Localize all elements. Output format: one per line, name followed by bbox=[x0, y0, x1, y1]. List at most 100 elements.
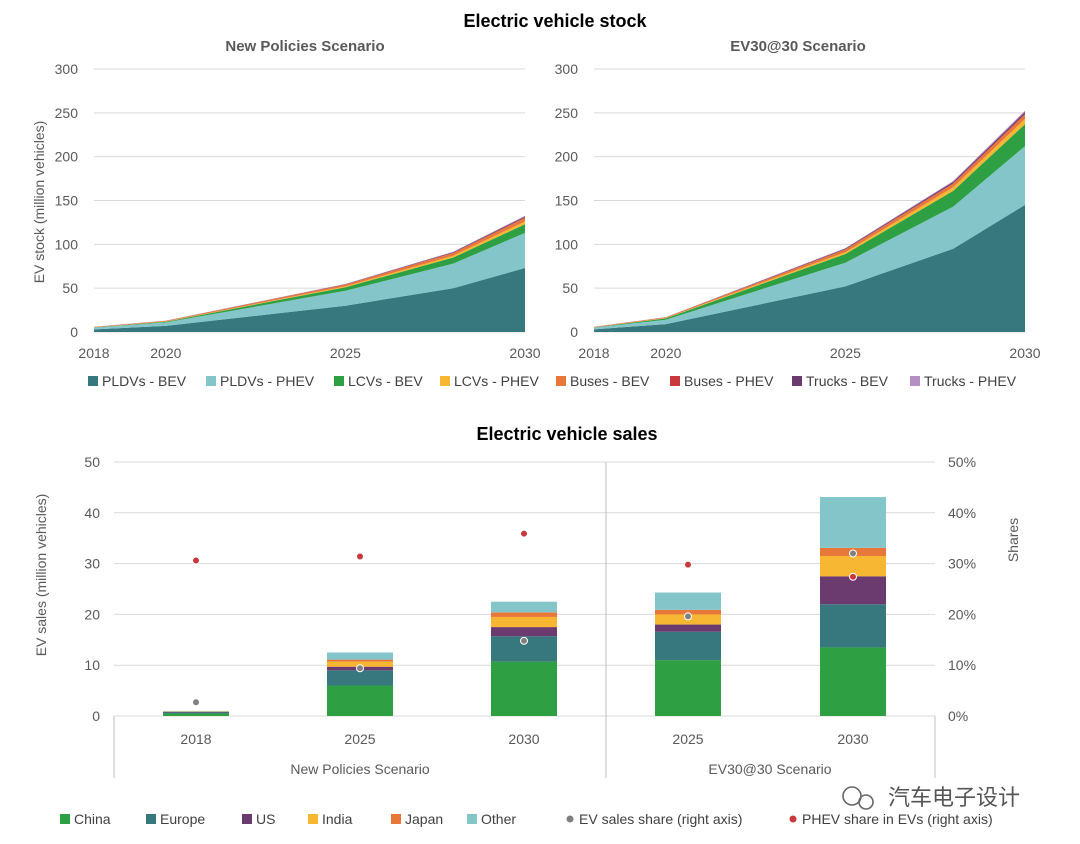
bar-europe bbox=[163, 712, 229, 714]
ev-sales-share-point bbox=[520, 636, 528, 645]
ev-sales-share-point bbox=[849, 549, 857, 558]
stock-right-ytick: 300 bbox=[555, 61, 579, 77]
area-pldvs-phev bbox=[594, 146, 1025, 330]
stock-legend-swatch bbox=[556, 376, 566, 386]
stock-right-chart: 0 50 100 150 200 250 300 2018 2020 2025 2030 bbox=[555, 61, 1041, 361]
phev-share-point bbox=[192, 556, 200, 565]
area-pldvs-phev bbox=[94, 232, 525, 330]
stock-legend-label: Trucks - PHEV bbox=[924, 373, 1017, 389]
area-pldvs-bev bbox=[594, 204, 1025, 332]
bar-india bbox=[491, 616, 557, 628]
stock-legend-label: PLDVs - BEV bbox=[102, 373, 187, 389]
sales-legend-marker bbox=[566, 815, 574, 823]
sales-xtick: 2025 bbox=[672, 731, 703, 747]
sales-legend-label: EV sales share (right axis) bbox=[579, 811, 742, 827]
sales-xtick: 2030 bbox=[837, 731, 868, 747]
bar-japan bbox=[491, 612, 557, 617]
ev-sales-share-point bbox=[684, 612, 692, 621]
stock-left-ytick: 50 bbox=[62, 280, 78, 296]
sales-ytick: 0 bbox=[92, 708, 100, 724]
sales-legend-swatch bbox=[242, 814, 252, 824]
bar-us bbox=[655, 624, 721, 632]
sales-legend-marker bbox=[789, 815, 797, 823]
watermark: 汽车电子设计 bbox=[842, 785, 1020, 810]
sales-group-label: New Policies Scenario bbox=[290, 761, 429, 777]
sales-chart: 0 0% 10 10% 20 20% 30 30% 40 40% 50 50% 2018 2025 2030… bbox=[84, 454, 976, 778]
ev-sales-share-point bbox=[356, 664, 364, 673]
sales-legend-label: India bbox=[322, 811, 353, 827]
bar-us bbox=[163, 711, 229, 713]
sales-title: Electric vehicle sales bbox=[476, 424, 657, 444]
sales-legend-swatch bbox=[308, 814, 318, 824]
stock-right-xtick: 2018 bbox=[578, 345, 609, 361]
sales-legend-swatch bbox=[391, 814, 401, 824]
bar-china bbox=[491, 661, 557, 716]
sales-y2label: Shares bbox=[1005, 518, 1021, 562]
sales-ytick: 50 bbox=[84, 454, 100, 470]
stock-legend-swatch bbox=[206, 376, 216, 386]
bar-india bbox=[327, 661, 393, 667]
sales-y2tick: 10% bbox=[948, 657, 976, 673]
sales-legend: China Europe US India Japan Other EV sales sha… bbox=[60, 811, 993, 827]
sales-xtick: 2025 bbox=[344, 731, 375, 747]
stock-legend-swatch bbox=[440, 376, 450, 386]
stock-legend-label: Buses - PHEV bbox=[684, 373, 774, 389]
area-pldvs-bev bbox=[94, 268, 525, 332]
stock-right-xtick: 2030 bbox=[1009, 345, 1040, 361]
stock-left-ytick: 300 bbox=[55, 61, 79, 77]
stock-right-ytick: 0 bbox=[570, 324, 578, 340]
stock-legend-swatch bbox=[792, 376, 802, 386]
sales-y2tick: 40% bbox=[948, 505, 976, 521]
sales-legend-label: China bbox=[74, 811, 111, 827]
sales-y2tick: 20% bbox=[948, 606, 976, 622]
stock-legend-swatch bbox=[670, 376, 680, 386]
phev-share-point bbox=[520, 529, 528, 538]
stock-right-ytick: 200 bbox=[555, 149, 579, 165]
bar-japan bbox=[327, 659, 393, 662]
sales-legend-label: PHEV share in EVs (right axis) bbox=[802, 811, 993, 827]
sales-legend-swatch bbox=[467, 814, 477, 824]
stock-legend-label: Trucks - BEV bbox=[806, 373, 889, 389]
sales-y2tick: 30% bbox=[948, 556, 976, 572]
stock-left-ytick: 250 bbox=[55, 105, 79, 121]
stock-legend-swatch bbox=[334, 376, 344, 386]
bar-china bbox=[655, 660, 721, 716]
stock-right-xtick: 2025 bbox=[830, 345, 861, 361]
bar-china bbox=[327, 685, 393, 716]
stock-left-xtick: 2018 bbox=[78, 345, 109, 361]
sales-y2tick: 50% bbox=[948, 454, 976, 470]
stock-left-ytick: 200 bbox=[55, 149, 79, 165]
sales-legend-label: Other bbox=[481, 811, 516, 827]
sales-ylabel: EV sales (million vehicles) bbox=[33, 494, 49, 657]
bar-other bbox=[163, 710, 229, 712]
stock-legend-swatch bbox=[88, 376, 98, 386]
stock-right-ytick: 100 bbox=[555, 236, 579, 252]
stock-title: Electric vehicle stock bbox=[463, 11, 647, 31]
stock-left-ytick: 100 bbox=[55, 236, 79, 252]
stock-left-subtitle: New Policies Scenario bbox=[225, 38, 384, 55]
sales-legend-label: Europe bbox=[160, 811, 205, 827]
stock-left-chart: 0 50 100 150 200 250 300 2018 2020 2025 2030 bbox=[55, 61, 541, 361]
bar-china bbox=[163, 713, 229, 716]
stock-legend-swatch bbox=[910, 376, 920, 386]
wechat-icon bbox=[842, 786, 874, 810]
bar-japan bbox=[655, 609, 721, 615]
bar-europe bbox=[820, 604, 886, 648]
sales-ytick: 10 bbox=[84, 657, 100, 673]
stock-ylabel: EV stock (million vehicles) bbox=[31, 121, 47, 284]
stock-legend-label: LCVs - PHEV bbox=[454, 373, 539, 389]
bar-other bbox=[820, 497, 886, 548]
bar-europe bbox=[655, 631, 721, 661]
sales-legend-label: US bbox=[256, 811, 275, 827]
phev-share-point bbox=[849, 572, 857, 581]
bar-china bbox=[820, 647, 886, 716]
stock-left-ytick: 150 bbox=[55, 193, 79, 209]
sales-legend-swatch bbox=[146, 814, 156, 824]
stock-left-ytick: 0 bbox=[70, 324, 78, 340]
stock-right-ytick: 150 bbox=[555, 193, 579, 209]
sales-legend-swatch bbox=[60, 814, 70, 824]
stock-legend: PLDVs - BEV PLDVs - PHEV LCVs - BEV LCVs - … bbox=[88, 373, 1017, 389]
bar-us bbox=[820, 576, 886, 605]
stock-right-subtitle: EV30@30 Scenario bbox=[730, 38, 866, 55]
